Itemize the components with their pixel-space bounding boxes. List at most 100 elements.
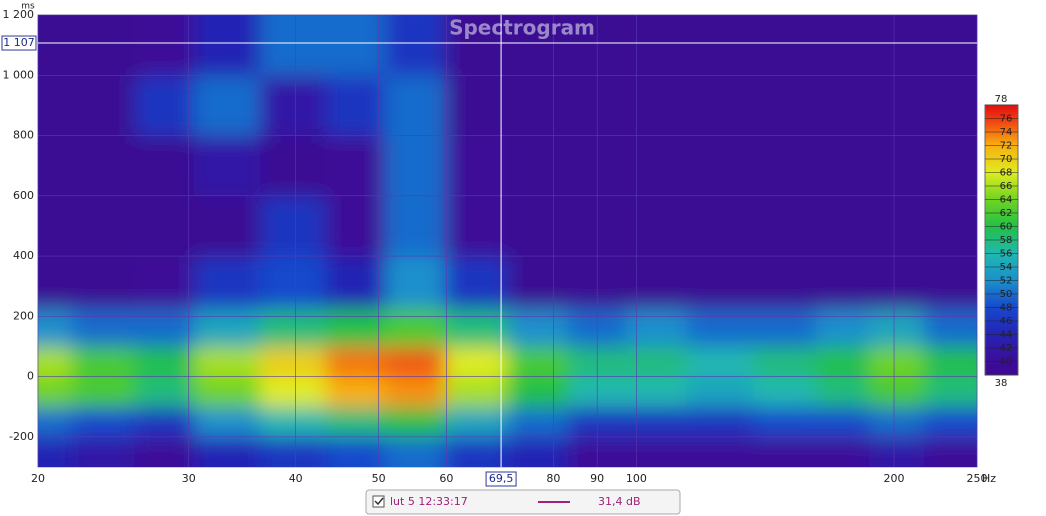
colorbar-label: 40 bbox=[1000, 357, 1013, 368]
heat-cell bbox=[686, 256, 754, 310]
heat-cell bbox=[38, 135, 73, 197]
heat-cell bbox=[38, 308, 73, 347]
heat-cell bbox=[71, 346, 135, 378]
heat-cell bbox=[815, 346, 870, 378]
heat-cell bbox=[384, 308, 446, 347]
x-tick-label: 90 bbox=[590, 472, 604, 485]
heat-cell bbox=[869, 15, 925, 76]
colorbar-label: 76 bbox=[1000, 114, 1013, 125]
heat-cell bbox=[686, 308, 754, 347]
check-mark bbox=[374, 497, 384, 506]
colorbar-label: 38 bbox=[995, 378, 1008, 389]
heat-cell bbox=[134, 75, 195, 137]
heat-cell bbox=[753, 195, 817, 257]
cursor-y-box bbox=[1, 35, 37, 51]
heat-cell bbox=[193, 15, 261, 76]
heat-cell bbox=[445, 75, 509, 137]
heat-cell bbox=[924, 376, 977, 408]
heat-cell bbox=[869, 256, 925, 310]
heat-cell bbox=[753, 346, 817, 378]
heat-cell bbox=[38, 346, 73, 378]
heat-cell bbox=[924, 406, 977, 438]
colorbar-label: 60 bbox=[1000, 222, 1013, 233]
heat-cell bbox=[507, 256, 569, 310]
heat-cell bbox=[384, 195, 446, 257]
heat-cell bbox=[384, 15, 446, 76]
heat-cell bbox=[507, 406, 569, 438]
heat-cell bbox=[445, 436, 509, 467]
heat-cell bbox=[753, 436, 817, 467]
colorbar-label: 44 bbox=[1000, 330, 1013, 341]
heat-cell bbox=[384, 376, 446, 408]
colorbar-label: 56 bbox=[1000, 249, 1013, 260]
heat-cell bbox=[686, 406, 754, 438]
heat-cell bbox=[625, 308, 688, 347]
heat-cell bbox=[445, 15, 509, 76]
heat-cell bbox=[38, 15, 73, 76]
heat-cell bbox=[924, 308, 977, 347]
heat-cell bbox=[924, 15, 977, 76]
heat-cell bbox=[259, 256, 327, 310]
heat-cell bbox=[325, 135, 386, 197]
heat-cell bbox=[924, 346, 977, 378]
heat-cell bbox=[38, 75, 73, 137]
y-tick-label: 0 bbox=[27, 370, 34, 383]
heat-cell bbox=[134, 195, 195, 257]
heat-cell bbox=[71, 436, 135, 467]
heat-cell bbox=[815, 75, 870, 137]
heat-cell bbox=[193, 346, 261, 378]
cursor-x-label: 69,5 bbox=[489, 472, 514, 485]
x-unit: Hz bbox=[982, 472, 996, 485]
heat-cell bbox=[507, 376, 569, 408]
heat-cell bbox=[445, 308, 509, 347]
y-tick-label: 200 bbox=[13, 309, 34, 322]
heat-cell bbox=[753, 308, 817, 347]
y-unit: ms bbox=[21, 2, 35, 12]
heat-cell bbox=[869, 376, 925, 408]
heat-cell bbox=[445, 256, 509, 310]
heat-cell bbox=[193, 436, 261, 467]
heat-cell bbox=[507, 436, 569, 467]
heat-cell bbox=[134, 406, 195, 438]
colorbar-label: 64 bbox=[1000, 195, 1013, 206]
cursor-y-label: 1 107 bbox=[3, 36, 35, 49]
heat-cell bbox=[259, 346, 327, 378]
heat-cell bbox=[193, 135, 261, 197]
heat-cell bbox=[686, 135, 754, 197]
heat-cell bbox=[325, 195, 386, 257]
legend-checkbox[interactable] bbox=[372, 495, 385, 508]
heat-cell bbox=[686, 346, 754, 378]
heat-cell bbox=[384, 256, 446, 310]
heatmap bbox=[38, 15, 977, 467]
heat-cell bbox=[259, 376, 327, 408]
colorbar-label: 58 bbox=[1000, 235, 1013, 246]
heat-cell bbox=[325, 346, 386, 378]
heat-cell bbox=[193, 406, 261, 438]
heat-cell bbox=[134, 346, 195, 378]
heat-cell bbox=[815, 308, 870, 347]
heat-cell bbox=[134, 376, 195, 408]
heat-cell bbox=[71, 75, 135, 137]
x-tick-label: 200 bbox=[884, 472, 905, 485]
heat-cell bbox=[38, 436, 73, 467]
colorbar-label: 46 bbox=[1000, 316, 1013, 327]
heat-cell bbox=[384, 406, 446, 438]
y-tick-label: 800 bbox=[13, 129, 34, 142]
cursor: 1 107 69,5 bbox=[1, 15, 977, 487]
colorbar-label: 42 bbox=[1000, 343, 1013, 354]
heat-cell bbox=[625, 75, 688, 137]
heat-cell bbox=[445, 135, 509, 197]
heat-cell bbox=[384, 346, 446, 378]
colorbar-label: 52 bbox=[1000, 276, 1013, 287]
heat-cell bbox=[325, 376, 386, 408]
x-tick-label: 40 bbox=[289, 472, 303, 485]
y-tick-label: 400 bbox=[13, 249, 34, 262]
heat-cell bbox=[924, 75, 977, 137]
heat-cell bbox=[259, 308, 327, 347]
heat-cell bbox=[753, 15, 817, 76]
heat-cell bbox=[924, 195, 977, 257]
heat-cell bbox=[71, 376, 135, 408]
legend-box bbox=[365, 489, 681, 515]
chart-title: Spectrogram bbox=[449, 16, 595, 40]
